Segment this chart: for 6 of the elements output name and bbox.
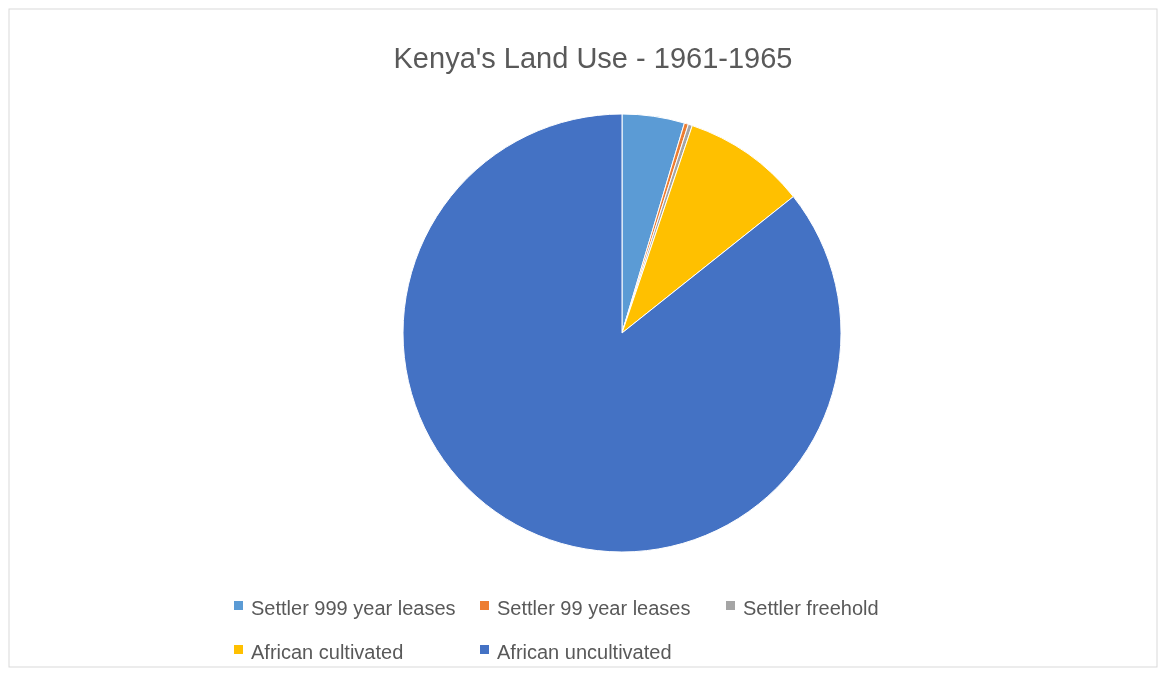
chart-title: Kenya's Land Use - 1961-1965 — [393, 42, 793, 74]
legend-label: African cultivated — [251, 641, 404, 664]
legend-label: Settler freehold — [743, 597, 879, 620]
legend-label: African uncultivated — [497, 641, 672, 664]
legend-label: Settler 999 year leases — [251, 597, 456, 620]
legend-label: Settler 99 year leases — [497, 597, 691, 620]
